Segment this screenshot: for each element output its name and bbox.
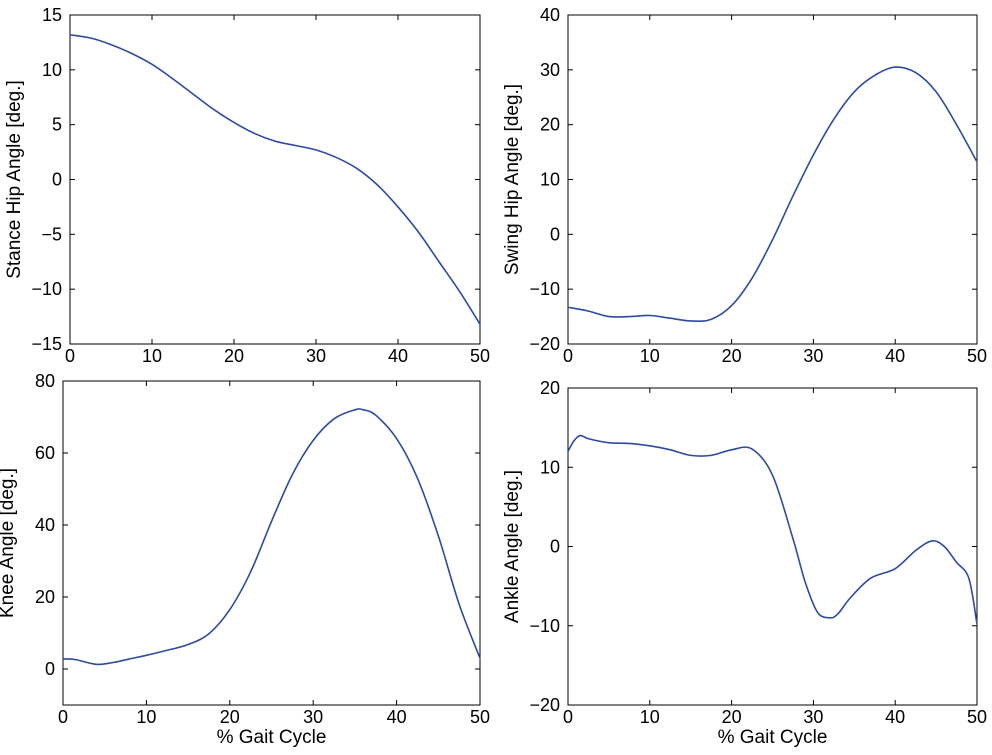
axes-frame xyxy=(62,380,481,706)
x-tick-label: 30 xyxy=(803,346,823,366)
subplot-swing-hip: 0 10 20 30 40 50 −20 −10 0 10 20 30 40 Swing Hip Angl… xyxy=(502,5,987,366)
axes-frame xyxy=(567,14,978,345)
x-tick-label: 40 xyxy=(387,707,407,727)
y-tick-label: 40 xyxy=(35,515,55,535)
y-tick-label: 60 xyxy=(35,443,55,463)
x-tick-label: 40 xyxy=(388,346,408,366)
x-tick-label: 0 xyxy=(58,707,68,727)
x-tick-label: 50 xyxy=(470,707,490,727)
y-axis-label: Ankle Angle [deg.] xyxy=(502,470,523,623)
x-tick-label: 30 xyxy=(803,707,823,727)
y-tick-label: −20 xyxy=(529,334,560,354)
axes-frame xyxy=(69,14,481,345)
axes-frame xyxy=(567,387,978,706)
y-tick-label: 0 xyxy=(52,170,62,190)
y-tick-label: 10 xyxy=(540,457,560,477)
x-tick-label: 10 xyxy=(136,707,156,727)
y-tick-label: 10 xyxy=(42,60,62,80)
y-tick-label: −20 xyxy=(529,695,560,715)
series-line-knee xyxy=(62,408,481,666)
x-tick-label: 30 xyxy=(306,346,326,366)
y-tick-label: 5 xyxy=(52,115,62,135)
y-tick-label: 80 xyxy=(35,371,55,391)
x-tick-label: 10 xyxy=(142,346,162,366)
x-tick-label: 10 xyxy=(640,707,660,727)
y-tick-label: 10 xyxy=(540,170,560,190)
y-tick-label: −10 xyxy=(529,279,560,299)
y-axis-label: Stance Hip Angle [deg.] xyxy=(4,80,25,279)
series-line-stance-hip xyxy=(69,33,481,326)
series-line-swing-hip xyxy=(567,66,978,323)
y-tick-label: 20 xyxy=(540,115,560,135)
x-axis-label: % Gait Cycle xyxy=(217,727,327,748)
x-tick-label: 20 xyxy=(220,707,240,727)
x-tick-label: 20 xyxy=(722,346,742,366)
y-tick-label: 20 xyxy=(35,587,55,607)
series-line-ankle xyxy=(567,434,978,625)
y-tick-label: −15 xyxy=(31,334,62,354)
x-tick-label: 0 xyxy=(563,707,573,727)
subplot-ankle: 0 10 20 30 40 50 −20 −10 0 10 20 Ankle Angle [deg.]… xyxy=(502,378,987,748)
y-tick-label: 20 xyxy=(540,378,560,398)
x-tick-label: 30 xyxy=(303,707,323,727)
y-tick-label: 0 xyxy=(45,659,55,679)
x-tick-label: 50 xyxy=(967,707,987,727)
y-tick-label: −10 xyxy=(31,279,62,299)
subplot-knee: 0 10 20 30 40 50 0 20 40 60 80 Knee Angle [deg.] % G… xyxy=(0,371,490,748)
x-tick-label: 0 xyxy=(65,346,75,366)
x-tick-label: 20 xyxy=(722,707,742,727)
x-tick-label: 0 xyxy=(563,346,573,366)
y-axis-label: Knee Angle [deg.] xyxy=(0,468,18,618)
x-axis-label: % Gait Cycle xyxy=(718,727,828,748)
x-tick-label: 50 xyxy=(470,346,490,366)
x-tick-label: 40 xyxy=(885,707,905,727)
y-tick-label: 0 xyxy=(550,537,560,557)
y-tick-label: −10 xyxy=(529,616,560,636)
y-tick-label: 30 xyxy=(540,60,560,80)
y-tick-label: 0 xyxy=(550,224,560,244)
y-tick-label: 15 xyxy=(42,5,62,25)
subplot-stance-hip: 0 10 20 30 40 50 −15 −10 −5 0 5 10 15 Stance Hip Angl… xyxy=(4,5,490,366)
x-tick-label: 10 xyxy=(640,346,660,366)
y-tick-label: −5 xyxy=(41,224,62,244)
x-tick-label: 50 xyxy=(967,346,987,366)
y-tick-label: 40 xyxy=(540,5,560,25)
x-tick-label: 20 xyxy=(224,346,244,366)
x-tick-label: 40 xyxy=(885,346,905,366)
y-axis-label: Swing Hip Angle [deg.] xyxy=(502,84,523,275)
